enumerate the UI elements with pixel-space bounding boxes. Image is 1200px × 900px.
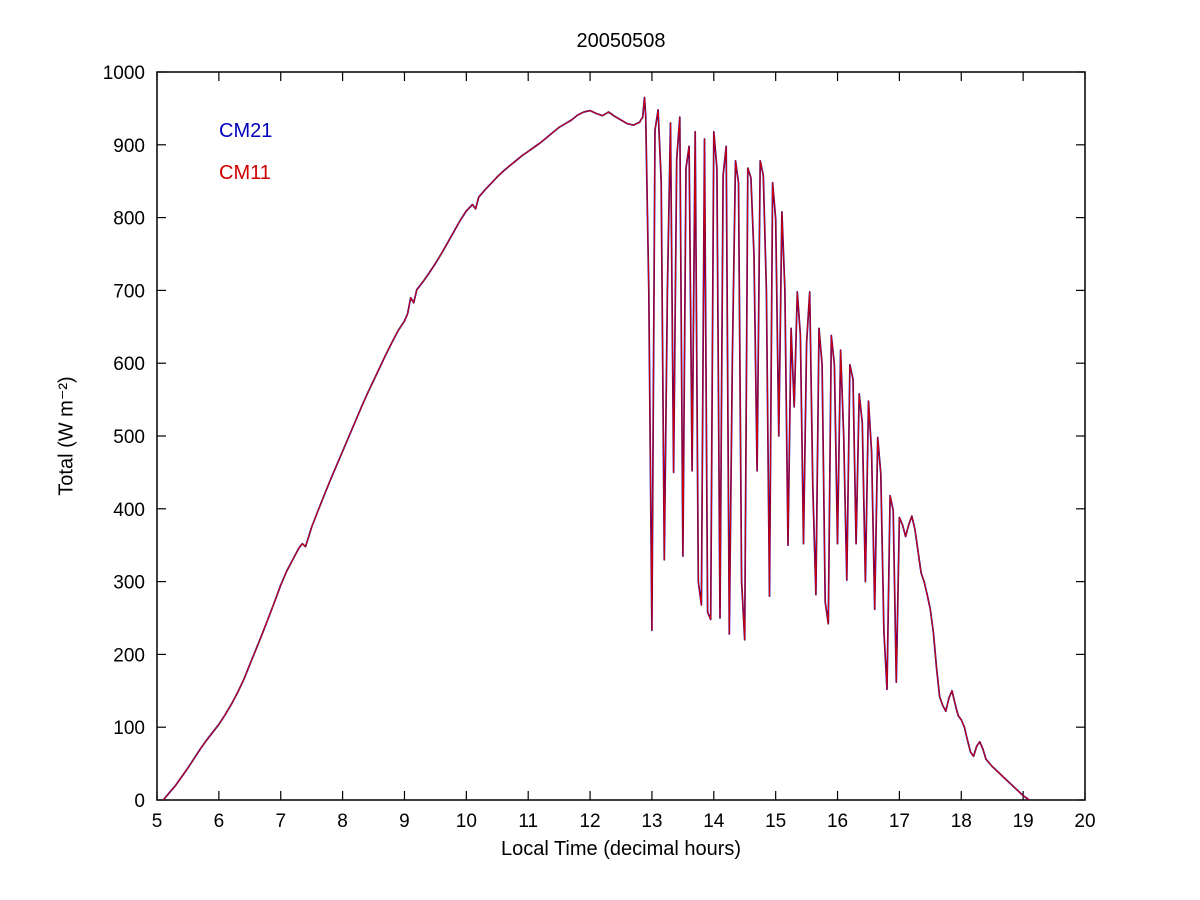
chart-title: 20050508 (576, 30, 666, 52)
y-tick-label: 600 (113, 354, 145, 375)
series-line-cm21 (162, 96, 1030, 801)
x-axis-label: Local Time (decimal hours) (500, 838, 742, 860)
legend-entry-cm21: CM21 (219, 120, 273, 142)
series-line-cm11 (162, 96, 1030, 801)
y-tick-label: 800 (113, 209, 145, 230)
x-tick-label: 7 (275, 811, 286, 832)
legend-entry-cm11: CM11 (219, 162, 271, 184)
x-tick-label: 13 (641, 811, 662, 832)
x-tick-label: 16 (827, 811, 848, 832)
x-tick-label: 9 (399, 811, 410, 832)
y-tick-label: 300 (113, 573, 145, 594)
y-tick-label: 200 (113, 645, 145, 666)
y-tick-label: 700 (113, 281, 145, 302)
y-tick-label: 500 (113, 427, 145, 448)
y-axis-label: Total (W m⁻²) (55, 376, 78, 496)
x-tick-label: 15 (765, 811, 786, 832)
x-tick-label: 17 (889, 811, 910, 832)
x-tick-label: 18 (951, 811, 972, 832)
x-tick-label: 11 (518, 811, 538, 832)
x-tick-label: 20 (1074, 811, 1095, 832)
y-tick-label: 400 (113, 500, 145, 521)
x-tick-label: 19 (1013, 811, 1034, 832)
plot-box (156, 71, 1086, 801)
x-tick-label: 6 (214, 811, 225, 832)
y-tick-label: 900 (113, 136, 145, 157)
x-tick-label: 5 (152, 811, 163, 832)
x-tick-label: 12 (579, 811, 600, 832)
y-tick-label: 100 (113, 718, 145, 739)
x-tick-label: 14 (703, 811, 725, 832)
y-tick-label: 1000 (103, 63, 145, 84)
x-tick-label: 8 (337, 811, 348, 832)
x-tick-label: 10 (456, 811, 477, 832)
y-tick-label: 0 (134, 791, 145, 812)
